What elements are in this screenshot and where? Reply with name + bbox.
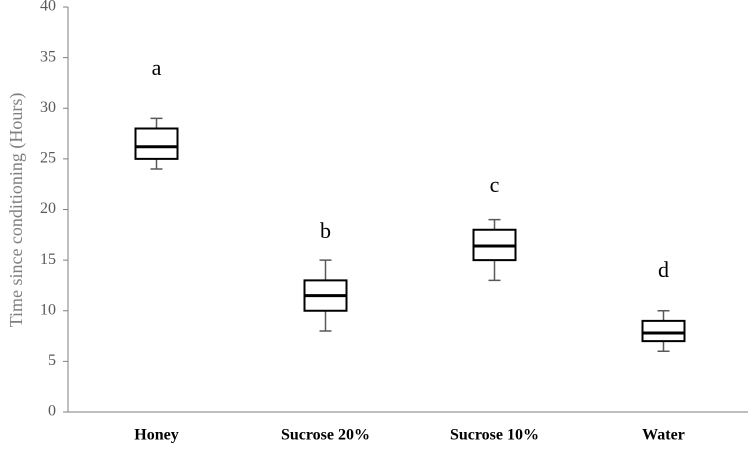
y-tick-label: 15 [40, 251, 56, 268]
box [641, 319, 686, 343]
annotation: d [658, 257, 669, 282]
annotation: c [490, 172, 500, 197]
x-tick-label: Sucrose 20% [281, 427, 370, 444]
y-tick-label: 40 [40, 0, 56, 15]
annotation: a [152, 55, 162, 80]
y-tick-label: 10 [40, 301, 56, 318]
x-tick-label: Honey [134, 427, 178, 444]
y-axis-label: Time since conditioning (Hours) [6, 93, 27, 328]
y-tick-label: 25 [40, 150, 56, 167]
x-tick-label: Water [642, 427, 685, 444]
y-tick-label: 35 [40, 48, 56, 65]
box [134, 127, 179, 160]
x-tick-label: Sucrose 10% [450, 427, 539, 444]
y-tick-label: 5 [48, 352, 56, 369]
y-tick-label: 0 [48, 403, 56, 420]
y-tick-label: 30 [40, 99, 56, 116]
annotation: b [320, 218, 331, 243]
y-tick-label: 20 [40, 200, 56, 217]
